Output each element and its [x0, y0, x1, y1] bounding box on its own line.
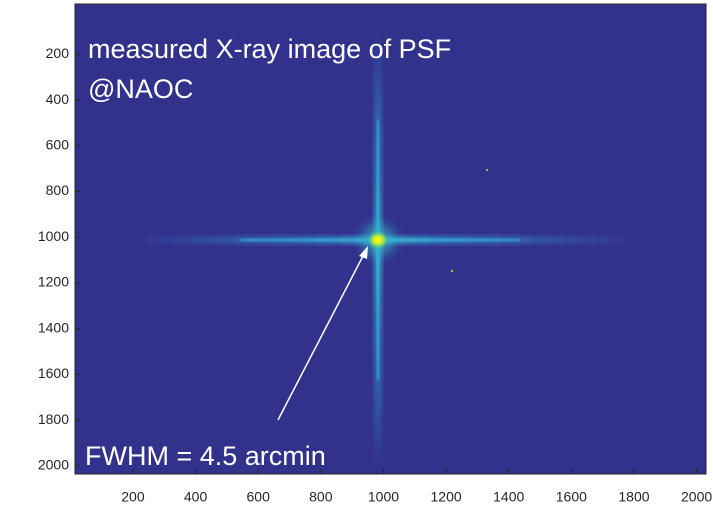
psf-peak [373, 236, 383, 244]
x-tick-label: 1200 [431, 489, 462, 505]
y-tick-label: 1000 [38, 228, 69, 244]
x-tick-label: 200 [121, 489, 145, 505]
x-tick-label: 1600 [556, 489, 587, 505]
y-tick-label: 1200 [38, 274, 69, 290]
x-tick-label: 2000 [681, 489, 712, 505]
arrow-shaft [277, 253, 365, 421]
x-tick-label: 1800 [618, 489, 649, 505]
annotation: FWHM = 4.5 arcmin [85, 441, 326, 471]
hot-pixel [451, 270, 453, 272]
x-tick-label: 1400 [493, 489, 524, 505]
y-tick-label: 2000 [38, 457, 69, 473]
annotation: @NAOC [88, 74, 193, 104]
arrow-head [359, 246, 368, 259]
annotation: measured X-ray image of PSF [88, 34, 451, 64]
x-tick-label: 400 [184, 489, 208, 505]
x-tick-label: 1000 [368, 489, 399, 505]
y-tick-label: 600 [46, 137, 70, 153]
y-tick-label: 1400 [38, 319, 69, 335]
y-tick-label: 200 [46, 45, 70, 61]
y-tick-label: 400 [46, 91, 70, 107]
x-tick-label: 600 [247, 489, 271, 505]
axes-box [74, 3, 707, 475]
y-tick-label: 1600 [38, 365, 69, 381]
x-tick-label: 800 [309, 489, 333, 505]
hot-pixel [486, 169, 488, 171]
y-tick-label: 1800 [38, 411, 69, 427]
y-tick-label: 800 [46, 182, 70, 198]
